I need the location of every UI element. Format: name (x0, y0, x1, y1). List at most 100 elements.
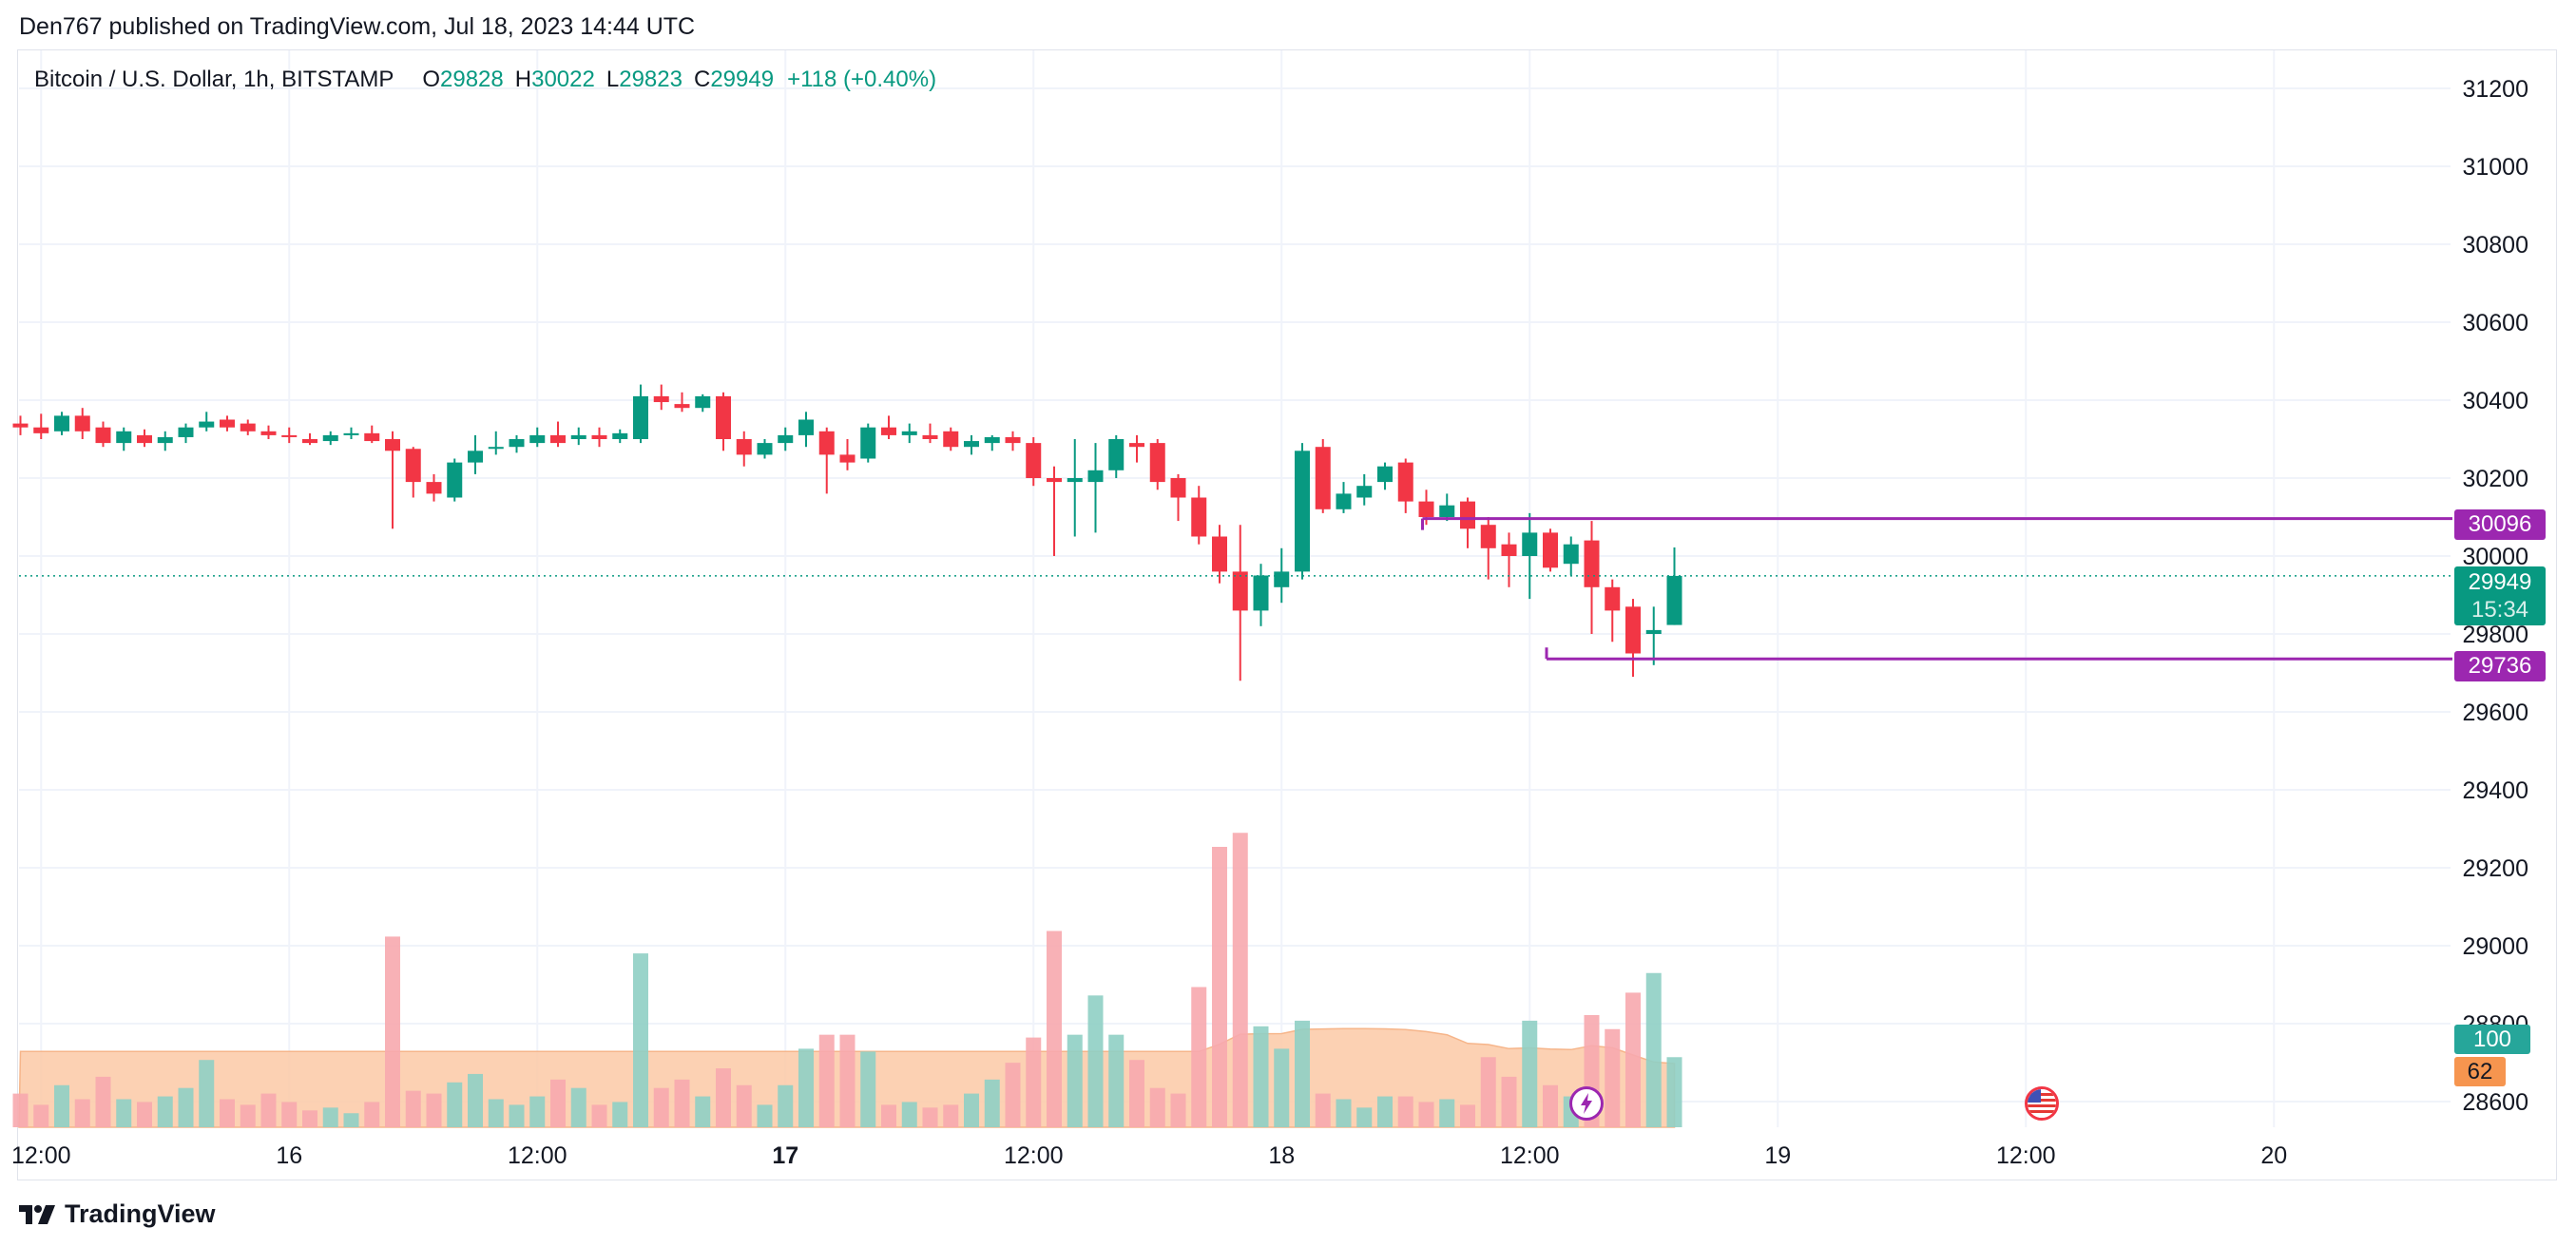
candle-body-76 (1584, 540, 1600, 587)
candle-body-66 (1377, 466, 1393, 483)
legend-high-label: H (514, 67, 532, 92)
candle-42 (881, 415, 896, 439)
volume-bar-22 (468, 1073, 483, 1127)
volume-bar-27 (570, 1087, 586, 1127)
candle-body-11 (240, 423, 256, 432)
volume-bar-17 (364, 1102, 380, 1127)
candle-body-13 (281, 434, 298, 437)
time-tick-8: 12:00 (1996, 1142, 2056, 1169)
candle-49 (1026, 436, 1042, 487)
candle-74 (1543, 528, 1558, 572)
volume-bar-26 (550, 1079, 566, 1127)
candle-body-45 (943, 431, 959, 448)
candle-body-74 (1543, 532, 1558, 568)
candle-48 (1005, 431, 1021, 451)
candle-77 (1605, 579, 1621, 643)
candle-40 (839, 439, 855, 470)
price-axis-labels: 31200 31000 30800 30600 30400 30200 30000 29800… (2462, 76, 2528, 1116)
volume-bar-50 (1047, 930, 1062, 1127)
us-flag-icon[interactable] (2025, 1086, 2059, 1121)
legend-open-value: 29828 (440, 67, 504, 92)
candle-body-2 (54, 415, 69, 432)
candle-24 (509, 434, 525, 453)
candle-9 (199, 412, 215, 432)
price-tick-8: 29600 (2462, 700, 2528, 726)
legend-close-value: 29949 (710, 67, 775, 92)
price-tick-2: 30800 (2462, 232, 2528, 259)
volume-bar-10 (220, 1099, 235, 1127)
price-tick-4: 30400 (2462, 388, 2528, 414)
candle-8 (178, 423, 194, 444)
candle-35 (736, 431, 752, 467)
candle-body-55 (1149, 443, 1165, 483)
candle-body-53 (1108, 439, 1125, 470)
volume-bar-72 (1501, 1076, 1517, 1127)
volume-bar-39 (818, 1034, 835, 1127)
volume-bar-19 (405, 1090, 421, 1127)
tradingview-logo[interactable]: TradingView (19, 1199, 216, 1229)
volume-bar-64 (1336, 1099, 1352, 1127)
candle-body-67 (1397, 462, 1413, 502)
candle-body-7 (157, 436, 173, 444)
candle-22 (468, 434, 483, 474)
candle-41 (860, 423, 876, 463)
volume-bar-74 (1543, 1084, 1558, 1127)
candle-body-79 (1645, 629, 1662, 634)
candle-body-27 (570, 434, 586, 439)
candle-14 (302, 432, 317, 446)
candle-73 (1522, 512, 1538, 600)
candle-13 (281, 427, 298, 444)
candle-58 (1212, 525, 1227, 584)
candle-body-57 (1191, 497, 1207, 537)
volume-bar-52 (1087, 995, 1104, 1127)
volume-bar-58 (1212, 847, 1227, 1127)
volume-bar-56 (1170, 1093, 1186, 1127)
candle-body-33 (695, 395, 711, 409)
candle-47 (984, 434, 1000, 451)
volume-bar-32 (674, 1079, 690, 1127)
candle-33 (695, 393, 711, 412)
candle-body-52 (1087, 470, 1104, 483)
time-tick-6: 12:00 (1500, 1142, 1560, 1169)
volume-ma-value: 62 (2467, 1059, 2493, 1084)
volume-bar-14 (302, 1110, 317, 1127)
time-tick-9: 20 (2260, 1142, 2287, 1169)
volume-bar-1 (33, 1104, 49, 1127)
candle-12 (260, 425, 277, 439)
candle-17 (364, 425, 380, 444)
candle-70 (1460, 497, 1475, 548)
candle-body-62 (1295, 451, 1310, 572)
volume-bar-9 (199, 1060, 215, 1127)
candle-body-37 (778, 434, 794, 444)
volume-bar-30 (633, 953, 648, 1127)
candle-body-10 (220, 419, 235, 428)
volume-ma-tag: 62 (2454, 1057, 2506, 1086)
candle-51 (1067, 439, 1083, 537)
volume-bar-66 (1377, 1096, 1393, 1127)
volume-bar-45 (943, 1104, 959, 1127)
candle-15 (322, 431, 338, 446)
volume-bar-53 (1108, 1034, 1125, 1127)
candle-body-68 (1418, 501, 1434, 517)
candle-body-71 (1480, 525, 1496, 548)
support-price-tag: 29736 (2454, 651, 2546, 681)
candle-36 (757, 439, 773, 459)
candle-body-47 (984, 436, 1000, 444)
candle-44 (922, 423, 938, 444)
candle-body-16 (343, 432, 359, 435)
time-tick-1: 16 (276, 1142, 302, 1169)
candle-body-12 (260, 431, 277, 435)
volume-bar-5 (116, 1099, 132, 1127)
candle-body-0 (12, 423, 29, 428)
candle-body-5 (116, 431, 132, 444)
legend-low-value: 29823 (619, 67, 682, 92)
candle-69 (1439, 493, 1455, 522)
candle-body-25 (529, 434, 546, 444)
candle-16 (343, 427, 359, 439)
lightning-icon[interactable] (1569, 1086, 1604, 1121)
candle-body-61 (1274, 571, 1290, 587)
volume-tag: 100 (2454, 1025, 2530, 1054)
candle-body-72 (1501, 544, 1517, 556)
time-tick-4: 12:00 (1004, 1142, 1064, 1169)
